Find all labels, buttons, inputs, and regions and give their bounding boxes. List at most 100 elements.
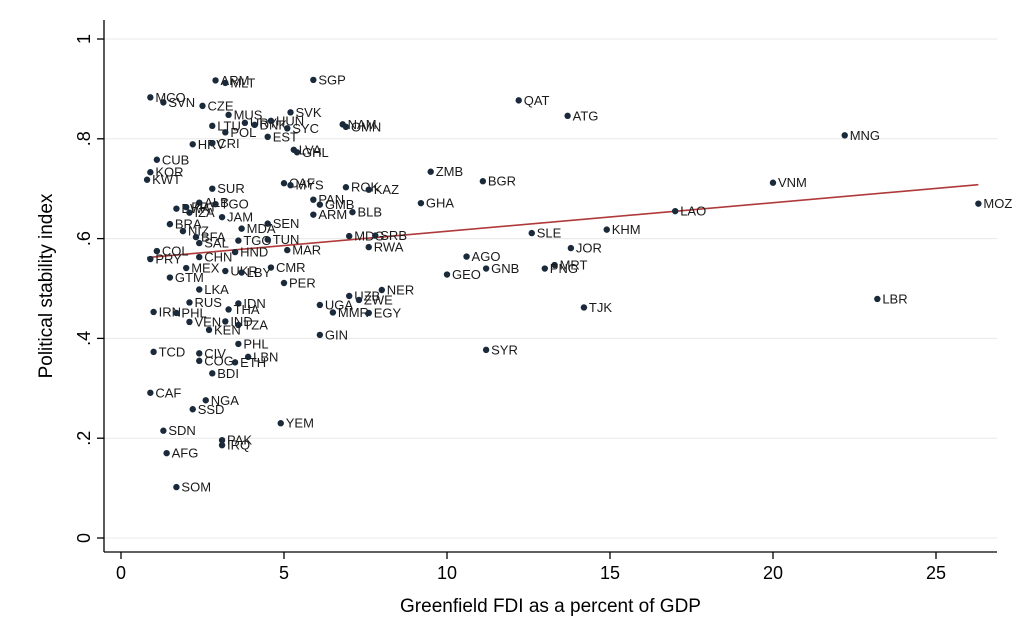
data-point [166, 220, 174, 228]
data-point [365, 243, 372, 251]
data-point [417, 199, 425, 207]
data-point [841, 132, 848, 139]
data-point-label: QAT [524, 93, 550, 108]
data-point [143, 176, 151, 183]
data-point [150, 348, 157, 356]
data-point [267, 264, 275, 271]
data-point-label: MLT [230, 75, 255, 90]
axes [103, 20, 997, 553]
fit-line [147, 183, 979, 259]
data-point-label: CZE [208, 98, 234, 113]
data-point [160, 99, 167, 106]
data-point [225, 306, 232, 313]
data-point [231, 248, 239, 256]
data-point-label: THA [234, 302, 260, 317]
data-point-label: MDG [354, 229, 384, 244]
data-point-label: MUS [234, 107, 263, 122]
data-point [173, 483, 180, 491]
data-point-label: GMB [325, 197, 355, 212]
data-point [235, 321, 242, 329]
data-point [378, 286, 385, 294]
data-point [528, 229, 535, 237]
data-point [218, 213, 226, 221]
data-point [567, 244, 575, 252]
data-point [244, 353, 252, 361]
data-point-label: KHM [612, 222, 641, 237]
x-tick-label: 25 [926, 563, 946, 583]
data-point [147, 94, 154, 101]
data-point-label: JOR [576, 241, 602, 256]
data-point-label: PAK [227, 433, 252, 448]
data-point-label: JAM [227, 210, 253, 225]
data-point [196, 286, 203, 293]
y-tick-label: 1 [74, 34, 94, 44]
data-point [541, 265, 548, 272]
data-point [316, 301, 324, 309]
data-point [183, 264, 190, 272]
data-point [196, 350, 203, 357]
data-point-label: LKA [204, 282, 229, 297]
data-point [603, 226, 610, 233]
data-point-label: GEO [452, 267, 481, 282]
data-point-label: BLB [357, 205, 382, 220]
data-point-label: CIV [204, 346, 226, 361]
data-point-label: OMN [351, 119, 381, 134]
data-point-label: MAR [292, 243, 321, 258]
data-point-label: CAF [155, 385, 181, 400]
data-point-label: PRY [155, 252, 182, 267]
data-point-label: MMR [338, 305, 369, 320]
data-point [199, 102, 206, 110]
data-point [189, 406, 196, 413]
data-point-label: SSD [198, 402, 225, 417]
data-point [287, 109, 294, 116]
data-point-label: COL [162, 244, 189, 259]
data-point [147, 389, 154, 396]
data-point-label: BGR [488, 174, 516, 189]
data-point-label: GHL [302, 145, 329, 160]
tick-labels: 0.2.4.6.810 5 10 15 20 25 [74, 34, 946, 583]
data-point [238, 269, 245, 276]
data-point-label: KAZ [374, 182, 399, 197]
data-point-label: SGP [318, 72, 345, 87]
data-point-label: GHA [426, 196, 455, 211]
data-point [365, 186, 372, 193]
data-point [277, 420, 284, 427]
data-point [222, 79, 229, 87]
y-tick-label: .8 [74, 131, 94, 146]
data-point-label: RWA [374, 240, 404, 255]
data-point [153, 247, 161, 255]
x-tick-label: 15 [600, 563, 620, 583]
data-point-label: ZMB [436, 164, 463, 179]
data-point [209, 370, 216, 377]
x-tick-label: 20 [763, 563, 783, 583]
data-point [316, 331, 324, 339]
data-point-label: GTM [175, 270, 204, 285]
data-point-label: BRA [175, 217, 202, 232]
data-point [264, 236, 271, 243]
data-point-label: SVN [168, 95, 195, 110]
data-point [189, 141, 196, 148]
data-point [564, 112, 571, 120]
data-point [231, 359, 239, 366]
data-point [147, 255, 154, 263]
data-point-label: PRT [191, 200, 217, 215]
data-point-label: IDN [243, 296, 265, 311]
data-point-label: ETH [240, 355, 266, 370]
data-point [166, 274, 174, 281]
data-point-label: UGA [325, 297, 354, 312]
data-point [205, 326, 213, 334]
data-point-label: POL [230, 125, 256, 140]
data-point-label: DNK [260, 117, 288, 132]
data-point-label: ARM [318, 207, 347, 222]
data-point-label: CHN [204, 250, 232, 265]
data-point [580, 304, 588, 311]
data-point [551, 261, 558, 269]
data-point-label: SAL [204, 236, 229, 251]
data-point [235, 237, 242, 244]
data-point-label: SUR [217, 181, 244, 196]
data-point [186, 299, 193, 306]
data-point [443, 271, 451, 278]
data-point-label: EGY [374, 305, 402, 320]
data-point [264, 133, 271, 141]
